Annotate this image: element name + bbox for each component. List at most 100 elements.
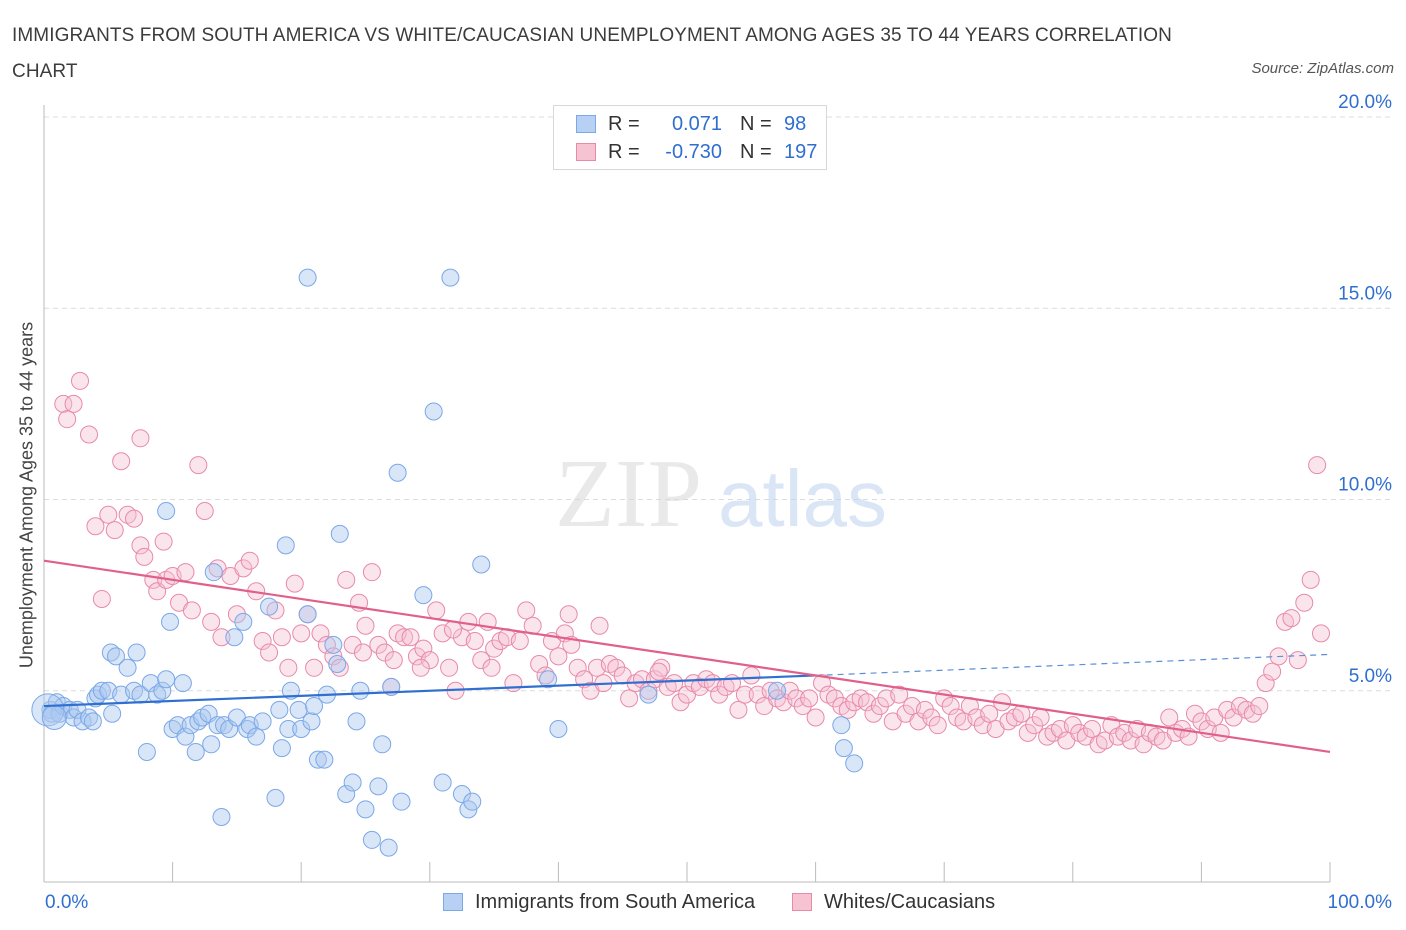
point-whites bbox=[1063, 716, 1082, 735]
point-whites bbox=[260, 643, 279, 662]
point-whites bbox=[1295, 593, 1314, 612]
point-whites bbox=[530, 654, 549, 673]
point-immigrants bbox=[768, 681, 787, 700]
series-immigrants-points bbox=[31, 268, 864, 857]
point-immigrants bbox=[276, 536, 295, 555]
y-tick-label: 10.0% bbox=[1338, 475, 1392, 496]
point-whites bbox=[649, 662, 668, 681]
point-whites bbox=[189, 456, 208, 475]
point-whites bbox=[1282, 609, 1301, 628]
point-whites bbox=[443, 620, 462, 639]
point-immigrants bbox=[83, 712, 102, 731]
point-whites bbox=[182, 601, 201, 620]
grid bbox=[44, 116, 1392, 692]
point-whites bbox=[1308, 456, 1327, 475]
point-immigrants bbox=[212, 807, 231, 826]
point-whites bbox=[870, 697, 889, 716]
point-immigrants bbox=[305, 697, 324, 716]
point-whites bbox=[1083, 720, 1102, 738]
point-whites bbox=[86, 517, 105, 536]
point-immigrants bbox=[118, 658, 137, 677]
legend-r-value-whites: -0.730 bbox=[665, 140, 722, 163]
point-immigrants bbox=[289, 700, 308, 719]
point-whites bbox=[1256, 674, 1275, 693]
point-whites bbox=[353, 643, 372, 662]
trend-line-immigrants-projection bbox=[815, 653, 1331, 677]
point-immigrants bbox=[202, 735, 221, 754]
legend-item-immigrants[interactable]: Immigrants from South America bbox=[443, 888, 755, 916]
point-immigrants bbox=[270, 700, 289, 719]
point-whites bbox=[427, 601, 446, 620]
legend-swatch-whites bbox=[792, 893, 812, 911]
point-immigrants bbox=[272, 739, 291, 758]
legend-item-whites[interactable]: Whites/Caucasians bbox=[792, 888, 995, 916]
point-whites bbox=[465, 632, 484, 651]
point-whites bbox=[411, 658, 430, 677]
point-whites bbox=[980, 704, 999, 723]
point-immigrants bbox=[161, 612, 180, 631]
point-whites bbox=[343, 635, 362, 654]
trend-line-whites bbox=[43, 559, 1331, 754]
point-whites bbox=[420, 651, 439, 670]
point-immigrants bbox=[324, 635, 343, 654]
point-whites bbox=[710, 685, 729, 704]
point-whites bbox=[414, 639, 433, 658]
point-whites bbox=[305, 658, 324, 677]
point-whites bbox=[761, 681, 780, 700]
x-tick-label: 0.0% bbox=[45, 892, 88, 913]
point-whites bbox=[838, 700, 857, 719]
point-whites bbox=[559, 605, 578, 624]
point-immigrants bbox=[356, 800, 375, 819]
watermark-zip: ZIP bbox=[555, 440, 702, 548]
point-whites bbox=[1263, 662, 1282, 681]
point-whites bbox=[131, 536, 150, 555]
point-immigrants bbox=[351, 681, 370, 700]
point-immigrants bbox=[845, 754, 864, 773]
legend-n-label: N = bbox=[740, 112, 772, 135]
point-whites bbox=[1243, 704, 1262, 723]
point-whites bbox=[787, 689, 806, 708]
point-whites bbox=[825, 689, 844, 708]
point-whites bbox=[482, 658, 501, 677]
series-legend: Immigrants from South America Whites/Cau… bbox=[0, 888, 1406, 916]
point-immigrants bbox=[41, 705, 67, 731]
point-immigrants bbox=[225, 628, 244, 647]
point-immigrants bbox=[441, 268, 460, 287]
point-whites bbox=[620, 689, 639, 708]
point-whites bbox=[253, 632, 272, 651]
point-whites bbox=[549, 647, 568, 666]
point-immigrants bbox=[266, 788, 285, 807]
point-whites bbox=[742, 666, 761, 685]
series-whites-points bbox=[54, 371, 1330, 754]
point-whites bbox=[384, 651, 403, 670]
point-whites bbox=[54, 394, 73, 413]
point-whites bbox=[1301, 570, 1320, 589]
point-whites bbox=[780, 681, 799, 700]
legend-row-whites: R = -0.730 N = 197 bbox=[576, 139, 817, 165]
point-immigrants bbox=[392, 792, 411, 811]
point-immigrants bbox=[186, 742, 205, 761]
point-whites bbox=[568, 658, 587, 677]
point-immigrants bbox=[176, 727, 195, 746]
point-immigrants bbox=[302, 712, 321, 731]
legend-n-value-whites: 197 bbox=[784, 140, 818, 163]
point-whites bbox=[1211, 723, 1230, 742]
point-whites bbox=[285, 574, 304, 593]
point-immigrants bbox=[639, 685, 658, 704]
point-immigrants bbox=[153, 681, 172, 700]
point-whites bbox=[915, 700, 934, 719]
point-whites bbox=[395, 628, 414, 647]
point-whites bbox=[176, 563, 195, 582]
point-whites bbox=[234, 559, 253, 578]
watermark-atlas: atlas bbox=[718, 454, 887, 543]
legend-r-label: R = bbox=[608, 112, 640, 135]
trend-lines bbox=[43, 559, 1331, 754]
point-whites bbox=[240, 551, 259, 570]
point-immigrants bbox=[369, 777, 388, 796]
point-immigrants bbox=[414, 586, 433, 605]
point-whites bbox=[99, 505, 118, 524]
point-immigrants bbox=[549, 720, 568, 738]
legend-n-value-immigrants: 98 bbox=[784, 112, 807, 135]
point-whites bbox=[800, 689, 819, 708]
